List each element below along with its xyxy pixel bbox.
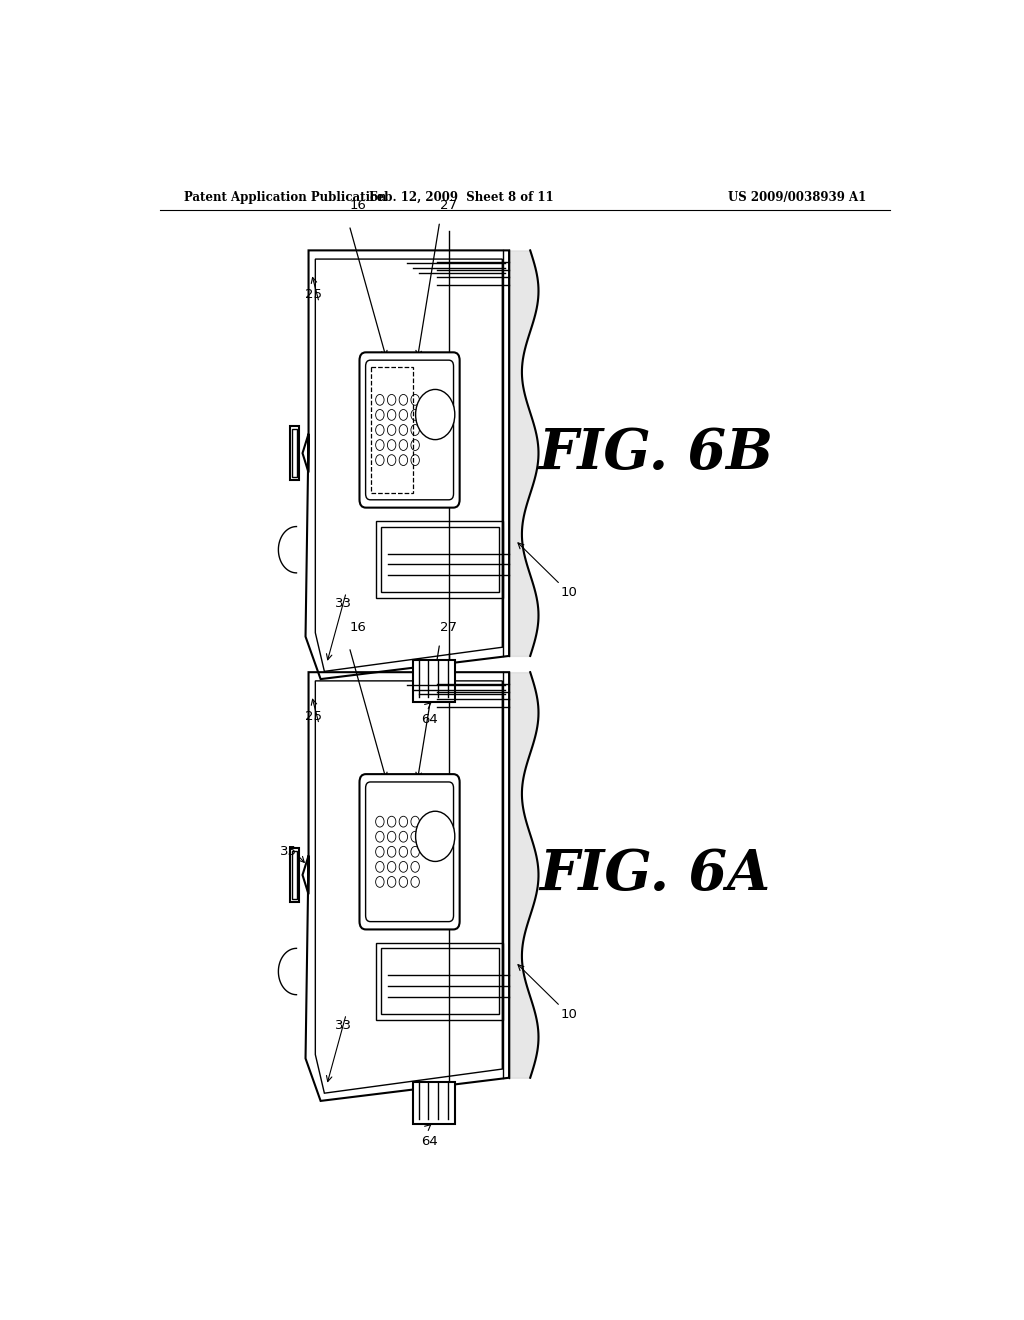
Circle shape xyxy=(387,846,396,857)
Circle shape xyxy=(399,876,408,887)
Bar xyxy=(413,660,455,702)
Circle shape xyxy=(387,832,396,842)
Circle shape xyxy=(387,425,396,436)
Text: 64: 64 xyxy=(421,1135,437,1148)
Bar xyxy=(292,851,297,899)
Circle shape xyxy=(376,862,384,873)
Text: 10: 10 xyxy=(561,586,578,599)
Circle shape xyxy=(411,409,420,420)
Bar xyxy=(292,429,297,478)
Bar xyxy=(290,847,299,902)
Circle shape xyxy=(399,425,408,436)
Text: 33: 33 xyxy=(335,1019,351,1032)
Text: 27: 27 xyxy=(440,622,458,635)
Circle shape xyxy=(387,395,396,405)
Circle shape xyxy=(387,454,396,466)
Text: FIG. 6B: FIG. 6B xyxy=(538,425,773,480)
Text: 16: 16 xyxy=(350,622,367,635)
Circle shape xyxy=(399,454,408,466)
Circle shape xyxy=(411,862,420,873)
Circle shape xyxy=(411,846,420,857)
FancyBboxPatch shape xyxy=(359,352,460,508)
Text: 16: 16 xyxy=(350,199,367,213)
Text: 33: 33 xyxy=(335,597,351,610)
Circle shape xyxy=(376,876,384,887)
FancyBboxPatch shape xyxy=(359,774,460,929)
Circle shape xyxy=(399,846,408,857)
Text: 64: 64 xyxy=(421,713,437,726)
Circle shape xyxy=(399,395,408,405)
Circle shape xyxy=(411,395,420,405)
Circle shape xyxy=(411,816,420,828)
Text: Patent Application Publication: Patent Application Publication xyxy=(183,190,386,203)
Circle shape xyxy=(376,816,384,828)
Circle shape xyxy=(387,409,396,420)
Circle shape xyxy=(411,832,420,842)
Circle shape xyxy=(411,454,420,466)
Circle shape xyxy=(376,395,384,405)
Circle shape xyxy=(411,425,420,436)
Circle shape xyxy=(376,440,384,450)
Circle shape xyxy=(376,425,384,436)
Circle shape xyxy=(411,876,420,887)
Text: 35: 35 xyxy=(281,845,297,858)
Text: 25: 25 xyxy=(304,288,322,301)
Circle shape xyxy=(411,440,420,450)
Circle shape xyxy=(399,409,408,420)
Text: 10: 10 xyxy=(561,1007,578,1020)
Circle shape xyxy=(376,409,384,420)
Bar xyxy=(413,1081,455,1125)
Text: Feb. 12, 2009  Sheet 8 of 11: Feb. 12, 2009 Sheet 8 of 11 xyxy=(369,190,554,203)
Circle shape xyxy=(399,862,408,873)
Circle shape xyxy=(399,832,408,842)
Circle shape xyxy=(387,876,396,887)
Circle shape xyxy=(399,440,408,450)
Circle shape xyxy=(387,816,396,828)
Circle shape xyxy=(376,832,384,842)
Circle shape xyxy=(376,454,384,466)
Text: FIG. 6A: FIG. 6A xyxy=(540,847,771,903)
Text: 25: 25 xyxy=(304,710,322,723)
Circle shape xyxy=(387,440,396,450)
Circle shape xyxy=(387,862,396,873)
Text: US 2009/0038939 A1: US 2009/0038939 A1 xyxy=(728,190,866,203)
Text: 27: 27 xyxy=(440,199,458,213)
Circle shape xyxy=(376,846,384,857)
Circle shape xyxy=(416,812,455,862)
Circle shape xyxy=(416,389,455,440)
Bar xyxy=(290,426,299,480)
Circle shape xyxy=(399,816,408,828)
